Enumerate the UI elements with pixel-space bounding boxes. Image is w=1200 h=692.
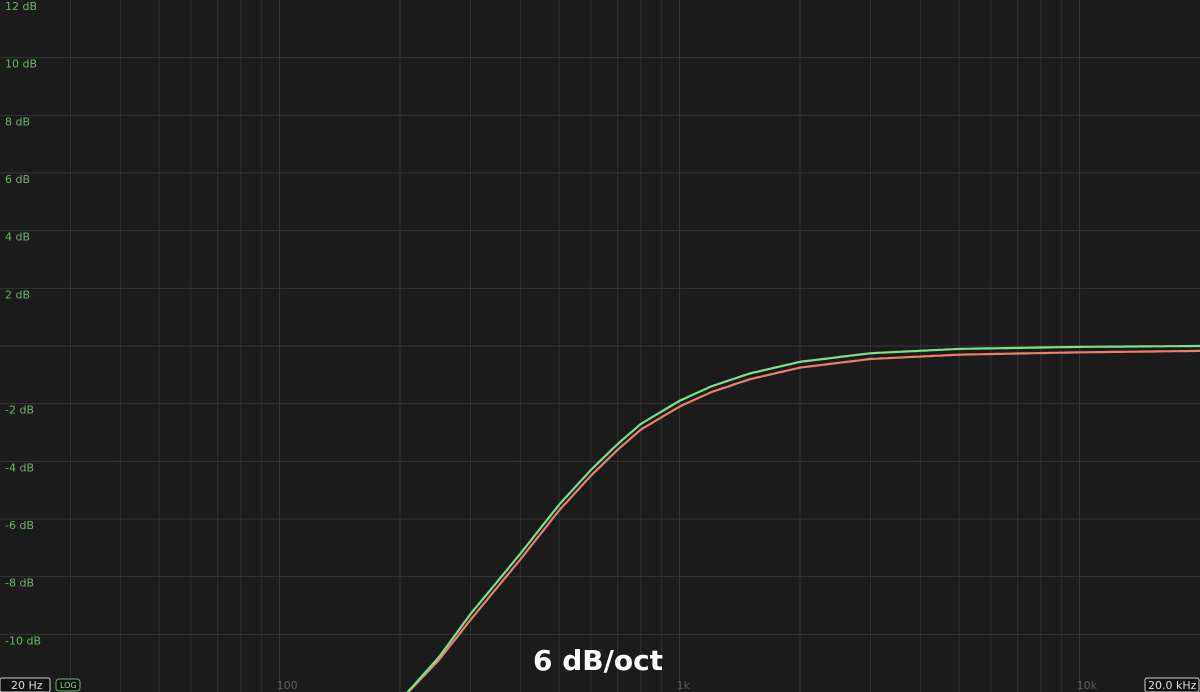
frequency-tick-label: 10k (1077, 679, 1098, 692)
gain-tick-label: 2 dB (5, 288, 30, 301)
gain-tick-label: 8 dB (5, 115, 30, 128)
gain-tick-label: 10 dB (5, 58, 37, 71)
gain-tick-label: -8 dB (5, 577, 34, 590)
max-frequency-readout[interactable]: 20.0 kHz (1144, 677, 1200, 692)
gain-tick-label: 6 dB (5, 173, 30, 186)
min-frequency-readout[interactable]: 20 Hz (0, 677, 51, 692)
filter-slope-label: 6 dB/oct (533, 644, 663, 677)
gain-tick-label: -6 dB (5, 519, 34, 532)
gain-tick-label: 4 dB (5, 231, 30, 244)
response-curve (406, 349, 1200, 692)
frequency-tick-label: 100 (277, 679, 298, 692)
frequency-tick-label: 1k (677, 679, 691, 692)
frequency-axis-labels: 100 1k 10k (277, 679, 1098, 692)
gain-tick-label: -4 dB (5, 461, 34, 474)
min-frequency-label: 20 Hz (11, 679, 43, 692)
gain-tick-label: -10 dB (5, 634, 41, 647)
response-curves (406, 344, 1200, 692)
response-curve (406, 344, 1200, 692)
gain-tick-label: -2 dB (5, 404, 34, 417)
max-frequency-label: 20.0 kHz (1148, 679, 1197, 692)
gain-axis-labels: 12 dB 10 dB 8 dB 6 dB 4 dB 2 dB -2 dB -4 dB -6 d… (5, 0, 41, 647)
gain-tick-label: 12 dB (5, 0, 37, 13)
log-scale-label: LOG (60, 681, 77, 690)
log-scale-button[interactable]: LOG (55, 678, 81, 692)
